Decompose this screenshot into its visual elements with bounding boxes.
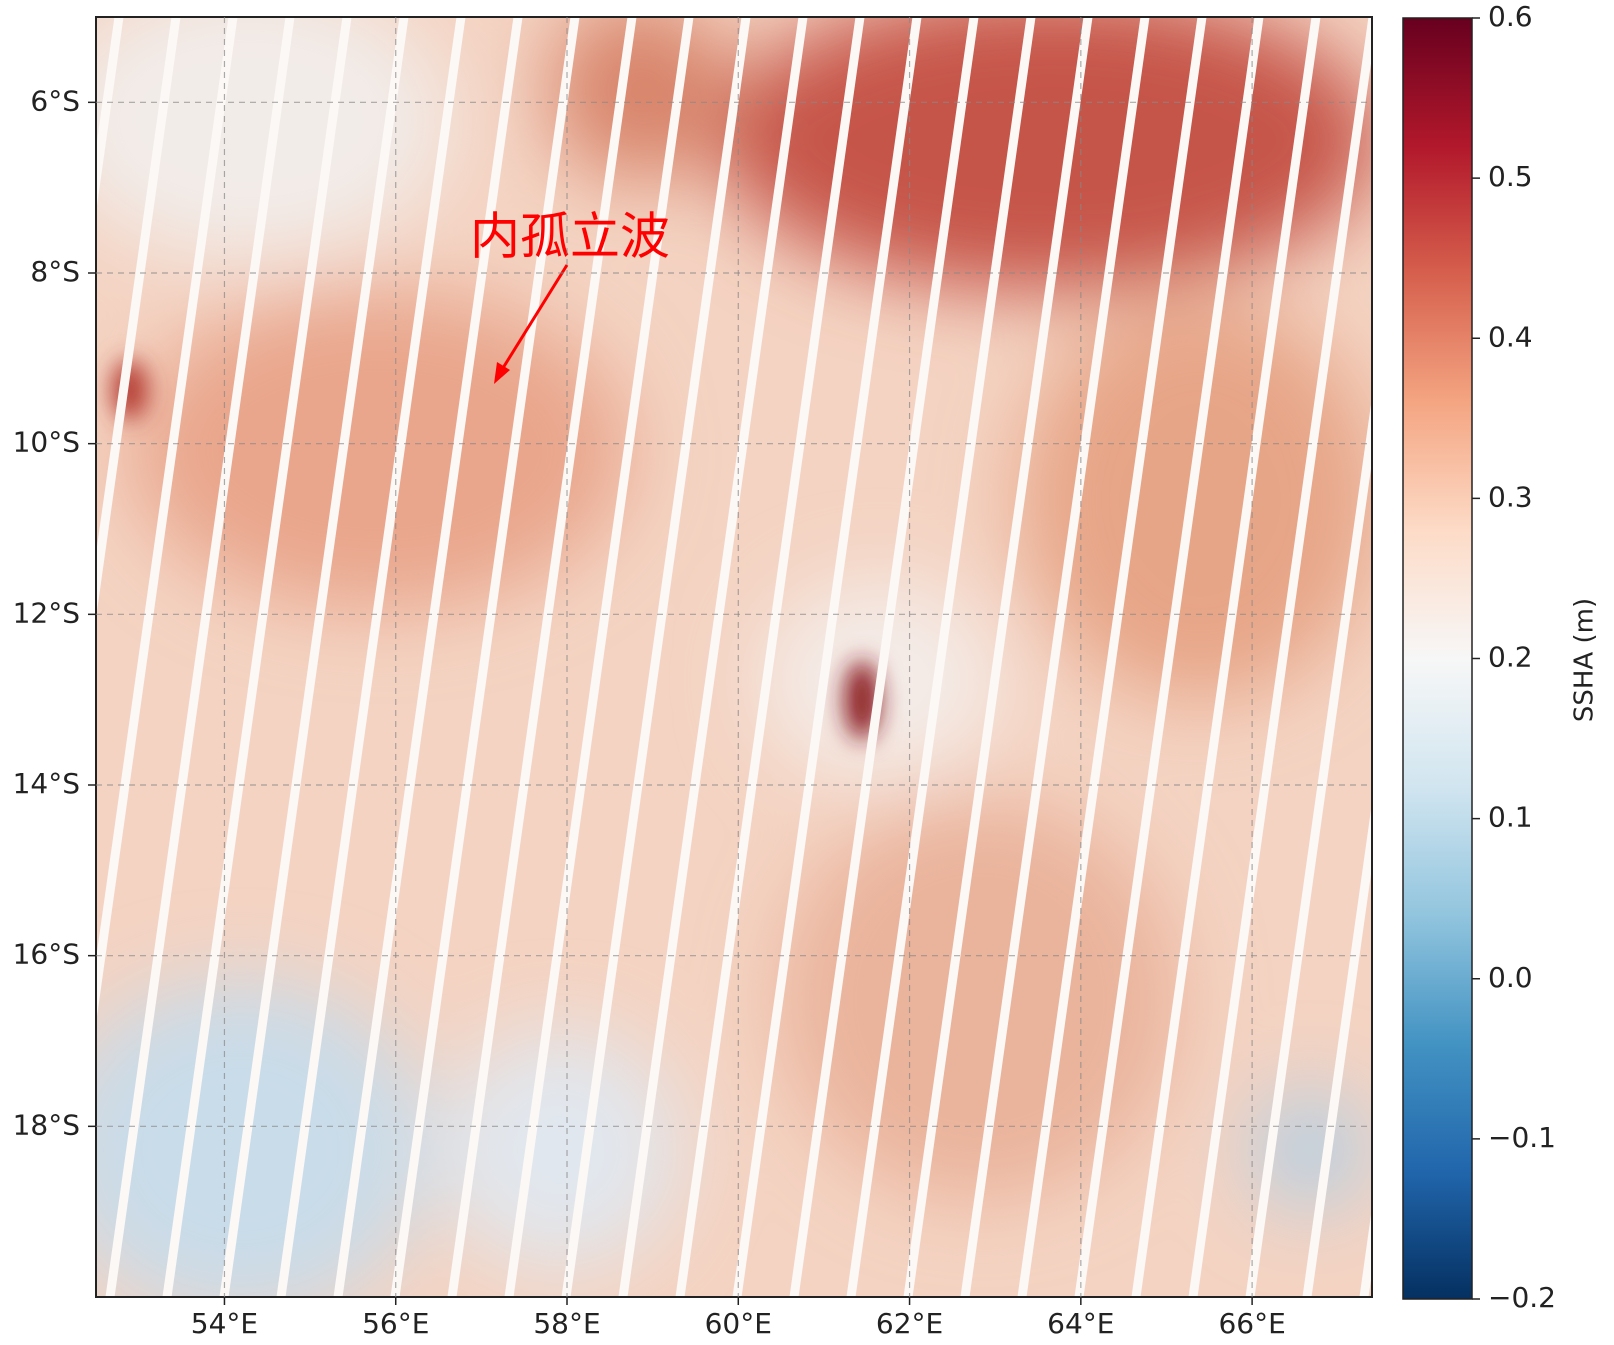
- colorbar-tick-label: 0.0: [1488, 961, 1533, 994]
- swath-gap: [789, 17, 979, 1297]
- swath-gap: [276, 17, 466, 1297]
- x-tick-label: 62°E: [876, 1307, 943, 1340]
- swath-gap: [1017, 17, 1207, 1297]
- swath-gap: [903, 17, 1093, 1297]
- swath-gap: [219, 17, 409, 1297]
- swath-gap: [504, 17, 694, 1297]
- colorbar-tick-label: 0.3: [1488, 480, 1533, 513]
- y-tick-label: 16°S: [13, 938, 80, 971]
- colorbar-tick-label: −0.2: [1488, 1281, 1556, 1314]
- swath-gap: [960, 17, 1150, 1297]
- swath-gap: [0, 17, 62, 1297]
- y-tick-label: 14°S: [13, 767, 80, 800]
- swath-gap: [105, 17, 295, 1297]
- annotation-arrowhead: [494, 362, 510, 384]
- x-tick-label: 66°E: [1218, 1307, 1285, 1340]
- plot-frame: [95, 16, 1373, 1298]
- swath-gap: [1302, 802, 1372, 1297]
- x-tick-label: 60°E: [705, 1307, 772, 1340]
- swath-gap: [96, 17, 238, 1024]
- x-tick-label: 64°E: [1047, 1307, 1114, 1340]
- swath-gap: [1131, 17, 1321, 1297]
- swath-gap: [618, 17, 808, 1297]
- swath-gap: [1188, 17, 1372, 1297]
- colorbar-tick-label: 0.2: [1488, 641, 1533, 674]
- colorbar-tick-label: 0.6: [1488, 0, 1533, 33]
- x-tick-label: 56°E: [362, 1307, 429, 1340]
- colorbar-tick-label: −0.1: [1488, 1121, 1556, 1154]
- annotation: 内孤立波: [470, 208, 670, 266]
- colorbar: [1402, 17, 1473, 1300]
- y-tick-label: 18°S: [13, 1108, 80, 1141]
- swath-gap: [846, 17, 1036, 1297]
- annotation-arrow: [496, 264, 569, 377]
- y-tick-label: 8°S: [30, 255, 80, 288]
- x-tick-label: 58°E: [533, 1307, 600, 1340]
- y-tick-label: 6°S: [30, 84, 80, 117]
- colorbar-tick-label: 0.1: [1488, 801, 1533, 834]
- colorbar-label: SSHA (m): [1570, 598, 1600, 722]
- swath-gap: [447, 17, 637, 1297]
- swath-gap: [162, 17, 352, 1297]
- colorbar-tick-label: 0.5: [1488, 160, 1533, 193]
- swath-gap: [561, 17, 751, 1297]
- swath-gap: [675, 17, 865, 1297]
- x-tick-label: 54°E: [191, 1307, 258, 1340]
- colorbar-tick-label: 0.4: [1488, 320, 1533, 353]
- swath-gap: [96, 17, 181, 619]
- swath-gap: [390, 17, 580, 1297]
- y-tick-label: 10°S: [13, 426, 80, 459]
- swath-gap: [1245, 397, 1372, 1297]
- swath-gap: [333, 17, 523, 1297]
- y-tick-label: 12°S: [13, 596, 80, 629]
- swath-gap: [1074, 17, 1264, 1297]
- swath-gap: [732, 17, 922, 1297]
